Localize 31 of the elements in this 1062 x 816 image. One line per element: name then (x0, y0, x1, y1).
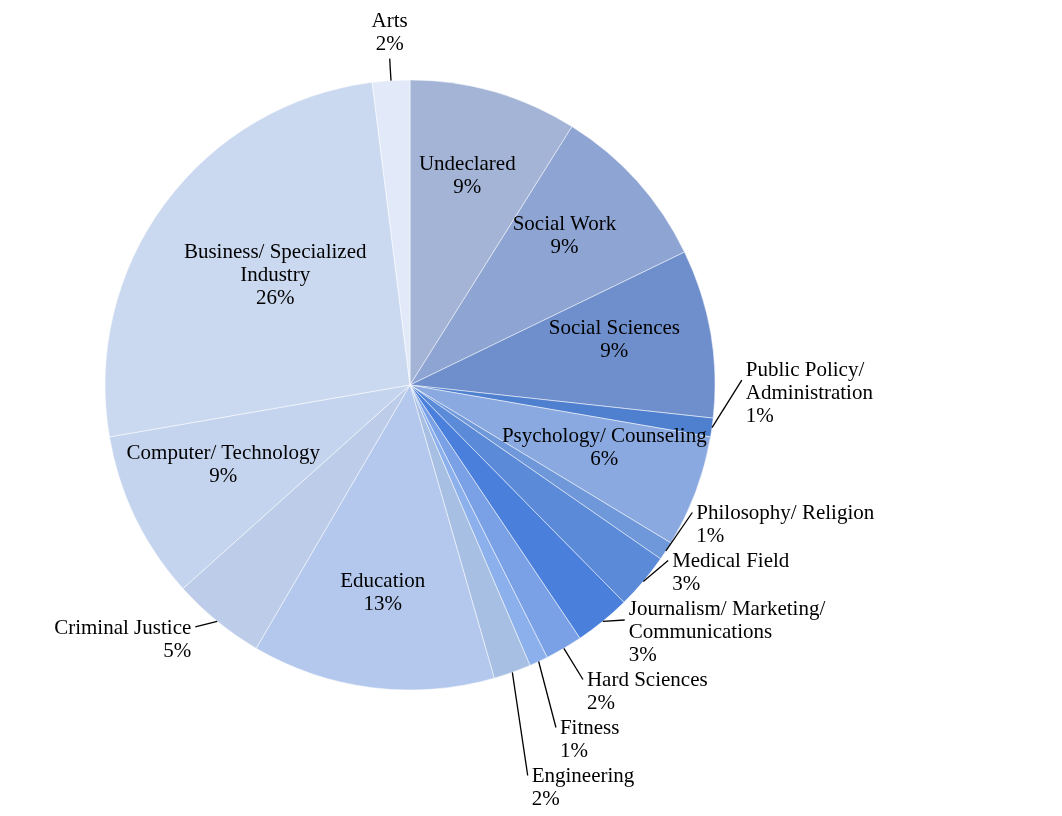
data-label: 1% (696, 523, 725, 548)
data-label: 9% (453, 173, 482, 198)
slice-label: Social Work (512, 211, 617, 236)
slice-label: Fitness (559, 715, 620, 740)
data-label: 1% (745, 402, 774, 427)
slice-label: Medical Field (672, 548, 790, 573)
slice-label: Journalism/ Marketing/ Communications (628, 596, 826, 644)
data-label: 2% (586, 690, 615, 715)
slice-label: Social Sciences (548, 314, 680, 339)
data-label: 2% (531, 786, 560, 811)
slice-label: Psychology/ Counseling (501, 422, 708, 447)
data-label: 1% (559, 738, 588, 763)
data-label: 5% (163, 637, 192, 662)
data-label: 26% (255, 284, 295, 309)
slice-label: Engineering (531, 763, 635, 788)
data-label: 13% (363, 590, 402, 615)
slice-label: Criminal Justice (54, 614, 192, 639)
slice-label: Education (340, 567, 426, 592)
data-label: 9% (209, 463, 238, 488)
data-label: 9% (550, 234, 579, 259)
data-label: 3% (628, 642, 657, 667)
data-label: 2% (375, 31, 404, 56)
data-label: 3% (672, 571, 701, 596)
slice-label: Computer/ Technology (126, 440, 321, 465)
data-label: 9% (600, 337, 629, 362)
slice-label: Undeclared (418, 150, 517, 175)
slice-label: Philosophy/ Religion (696, 500, 875, 525)
slice-label: Hard Sciences (586, 667, 708, 692)
slice-label: Public Policy/ Administration (745, 356, 874, 404)
slice-label: Business/ Specialized Industry (183, 238, 367, 286)
slice-label: Arts (371, 8, 408, 33)
